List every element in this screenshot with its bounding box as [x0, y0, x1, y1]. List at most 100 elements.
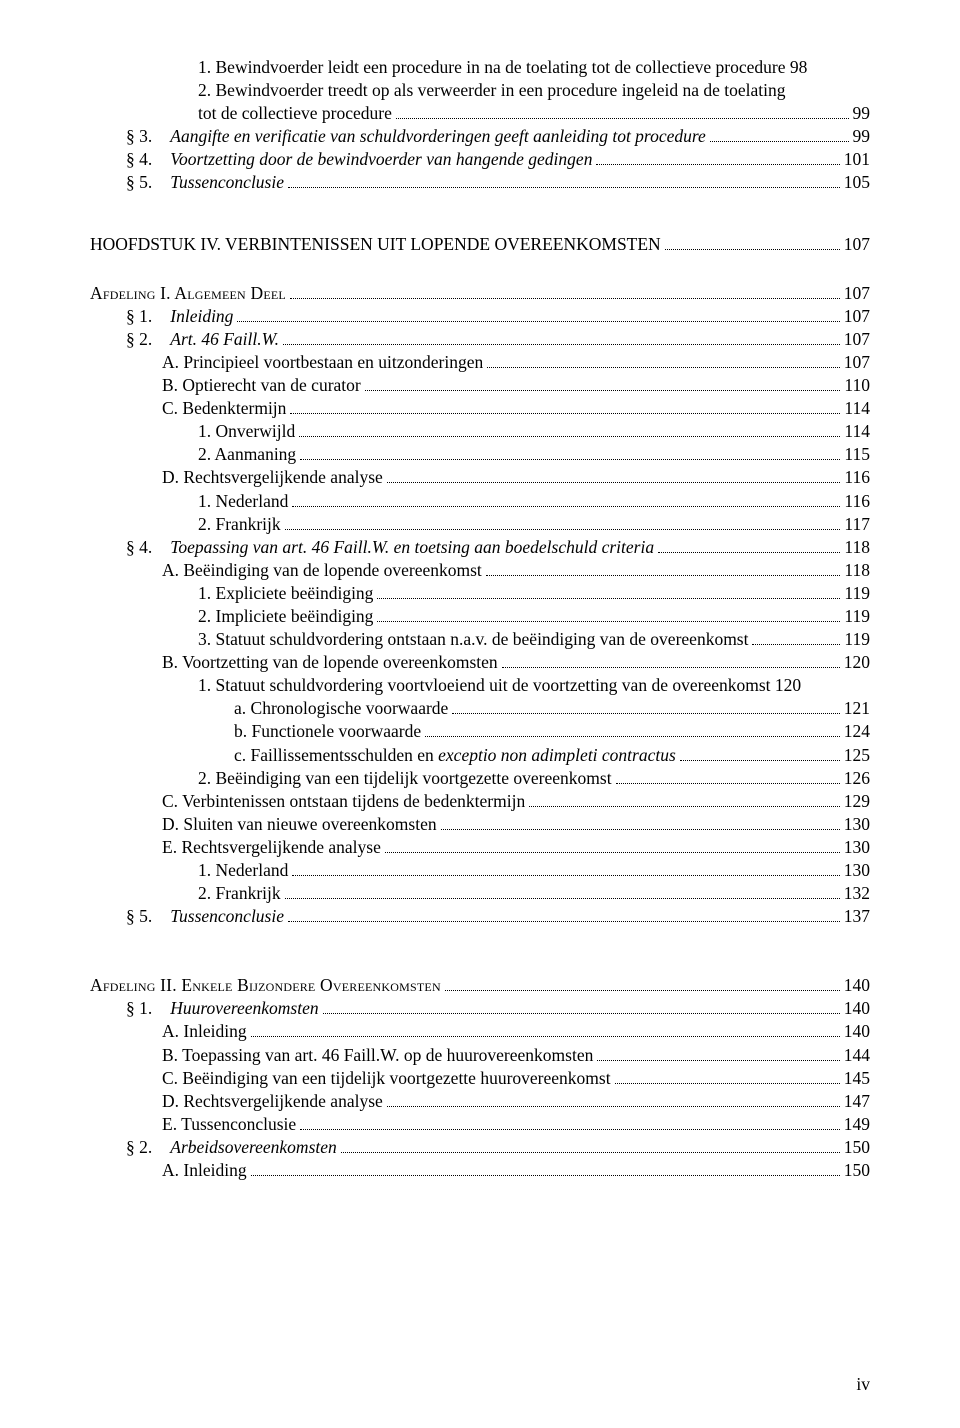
- toc-page: 110: [844, 374, 870, 397]
- toc-dots: [502, 667, 840, 668]
- toc-entry: 2. Beëindiging van een tijdelijk voortge…: [90, 767, 870, 790]
- toc-label: 2. Impliciete beëindiging: [198, 605, 373, 628]
- toc-page: 107: [844, 351, 870, 374]
- toc-dots: [387, 1106, 840, 1107]
- toc-label: E. Tussenconclusie: [162, 1113, 296, 1136]
- toc-dots: [425, 736, 840, 737]
- toc-label: 3. Statuut schuldvordering ontstaan n.a.…: [198, 628, 748, 651]
- toc-label: E. Rechtsvergelijkende analyse: [162, 836, 381, 859]
- toc-label: D. Rechtsvergelijkende analyse: [162, 466, 383, 489]
- toc-label: 2. Frankrijk: [198, 513, 281, 536]
- toc-page: 132: [844, 882, 870, 905]
- toc-dots: [237, 321, 839, 322]
- toc-label: Afdeling I. Algemeen Deel: [90, 282, 286, 305]
- toc-entry: A. Beëindiging van de lopende overeenkom…: [90, 559, 870, 582]
- toc-page: 115: [844, 443, 870, 466]
- toc-page: 140: [844, 997, 870, 1020]
- toc-label: 1. Expliciete beëindiging: [198, 582, 373, 605]
- toc-page: 117: [844, 513, 870, 536]
- toc-dots: [387, 482, 841, 483]
- toc-page: 107: [844, 305, 870, 328]
- toc-dots: [377, 598, 840, 599]
- toc-entry: 2. Impliciete beëindiging 119: [90, 605, 870, 628]
- toc-dots: [292, 875, 839, 876]
- toc-label: Afdeling II. Enkele Bijzondere Overeenko…: [90, 974, 441, 997]
- toc-entry: § 3.Aangifte en verificatie van schuldvo…: [90, 125, 870, 148]
- toc-dots: [658, 552, 840, 553]
- toc-page: 118: [844, 559, 870, 582]
- toc-page: 101: [844, 148, 870, 171]
- page: 1. Bewindvoerder leidt een procedure in …: [0, 0, 960, 1428]
- toc-dots: [323, 1013, 840, 1014]
- toc-page: 119: [844, 605, 870, 628]
- toc-label: 1. Nederland: [198, 490, 288, 513]
- toc-dots: [285, 529, 841, 530]
- toc-entry: A. Principieel voortbestaan en uitzonder…: [90, 351, 870, 374]
- toc-page: 145: [844, 1067, 870, 1090]
- toc-page: 116: [844, 466, 870, 489]
- toc-entry: E. Rechtsvergelijkende analyse130: [90, 836, 870, 859]
- toc-label: A. Inleiding: [162, 1159, 247, 1182]
- toc-entry: B. Optierecht van de curator110: [90, 374, 870, 397]
- toc-label: § 4.Voortzetting door de bewindvoerder v…: [126, 148, 592, 171]
- toc-entry: 2. Frankrijk 117: [90, 513, 870, 536]
- toc-dots: [251, 1175, 840, 1176]
- toc-page: 114: [844, 397, 870, 420]
- toc-page: 99: [853, 125, 871, 148]
- toc-entry: 2. Aanmaning115: [90, 443, 870, 466]
- toc-dots: [597, 1060, 839, 1061]
- toc-label: 2. Frankrijk: [198, 882, 281, 905]
- toc-entry: 3. Statuut schuldvordering ontstaan n.a.…: [90, 628, 870, 651]
- toc-page: 130: [844, 813, 870, 836]
- toc-page: 144: [844, 1044, 870, 1067]
- toc-entry: E. Tussenconclusie149: [90, 1113, 870, 1136]
- toc-label: § 4.Toepassing van art. 46 Faill.W. en t…: [126, 536, 654, 559]
- toc-page: 118: [844, 536, 870, 559]
- toc-dots: [441, 829, 840, 830]
- toc-page: 99: [853, 102, 871, 125]
- toc-entry: C. Bedenktermijn 114: [90, 397, 870, 420]
- toc-label: § 5.Tussenconclusie: [126, 905, 284, 928]
- toc-dots: [251, 1036, 840, 1037]
- toc-dots: [680, 760, 840, 761]
- toc-label: B. Toepassing van art. 46 Faill.W. op de…: [162, 1044, 593, 1067]
- toc-dots: [290, 413, 840, 414]
- toc-afdeling: Afdeling I. Algemeen Deel 107: [90, 282, 870, 305]
- toc-dots: [487, 367, 840, 368]
- toc-entry: C. Verbintenissen ontstaan tijdens de be…: [90, 790, 870, 813]
- toc-entry: A. Inleiding140: [90, 1020, 870, 1043]
- toc-page: 105: [844, 171, 870, 194]
- toc-dots: [285, 898, 840, 899]
- toc-wrap-line: tot de collectieve procedure 99: [90, 102, 870, 125]
- toc-entry: b. Functionele voorwaarde124: [90, 720, 870, 743]
- toc-label: A. Principieel voortbestaan en uitzonder…: [162, 351, 483, 374]
- toc-page: 119: [844, 628, 870, 651]
- toc-page: 125: [844, 744, 870, 767]
- toc-label: § 2.Art. 46 Faill.W.: [126, 328, 279, 351]
- toc-dots: [341, 1152, 840, 1153]
- toc-entry: 2. Frankrijk 132: [90, 882, 870, 905]
- toc-label: A. Inleiding: [162, 1020, 247, 1043]
- toc-page: 129: [844, 790, 870, 813]
- toc-page: 116: [844, 490, 870, 513]
- toc-entry: § 2.Art. 46 Faill.W.107: [90, 328, 870, 351]
- page-number: iv: [856, 1373, 870, 1396]
- toc-page: 119: [844, 582, 870, 605]
- toc-dots: [292, 506, 840, 507]
- toc-label: § 1.Inleiding: [126, 305, 233, 328]
- toc-label: C. Verbintenissen ontstaan tijdens de be…: [162, 790, 525, 813]
- toc-dots: [752, 644, 840, 645]
- toc-label: 1. Onverwijld: [198, 420, 295, 443]
- toc-entry: A. Inleiding150: [90, 1159, 870, 1182]
- toc-entry: § 5.Tussenconclusie 105: [90, 171, 870, 194]
- toc-dots: [486, 575, 841, 576]
- toc-entry: § 5.Tussenconclusie137: [90, 905, 870, 928]
- toc-label: C. Bedenktermijn: [162, 397, 286, 420]
- toc-entry: B. Toepassing van art. 46 Faill.W. op de…: [90, 1044, 870, 1067]
- toc-label: 1. Nederland: [198, 859, 288, 882]
- toc-label-line1: 2. Bewindvoerder treedt op als verweerde…: [90, 79, 870, 102]
- toc-label: § 3.Aangifte en verificatie van schuldvo…: [126, 125, 706, 148]
- toc-entry: C. Beëindiging van een tijdelijk voortge…: [90, 1067, 870, 1090]
- toc-dots: [288, 187, 840, 188]
- toc-dots: [615, 1083, 840, 1084]
